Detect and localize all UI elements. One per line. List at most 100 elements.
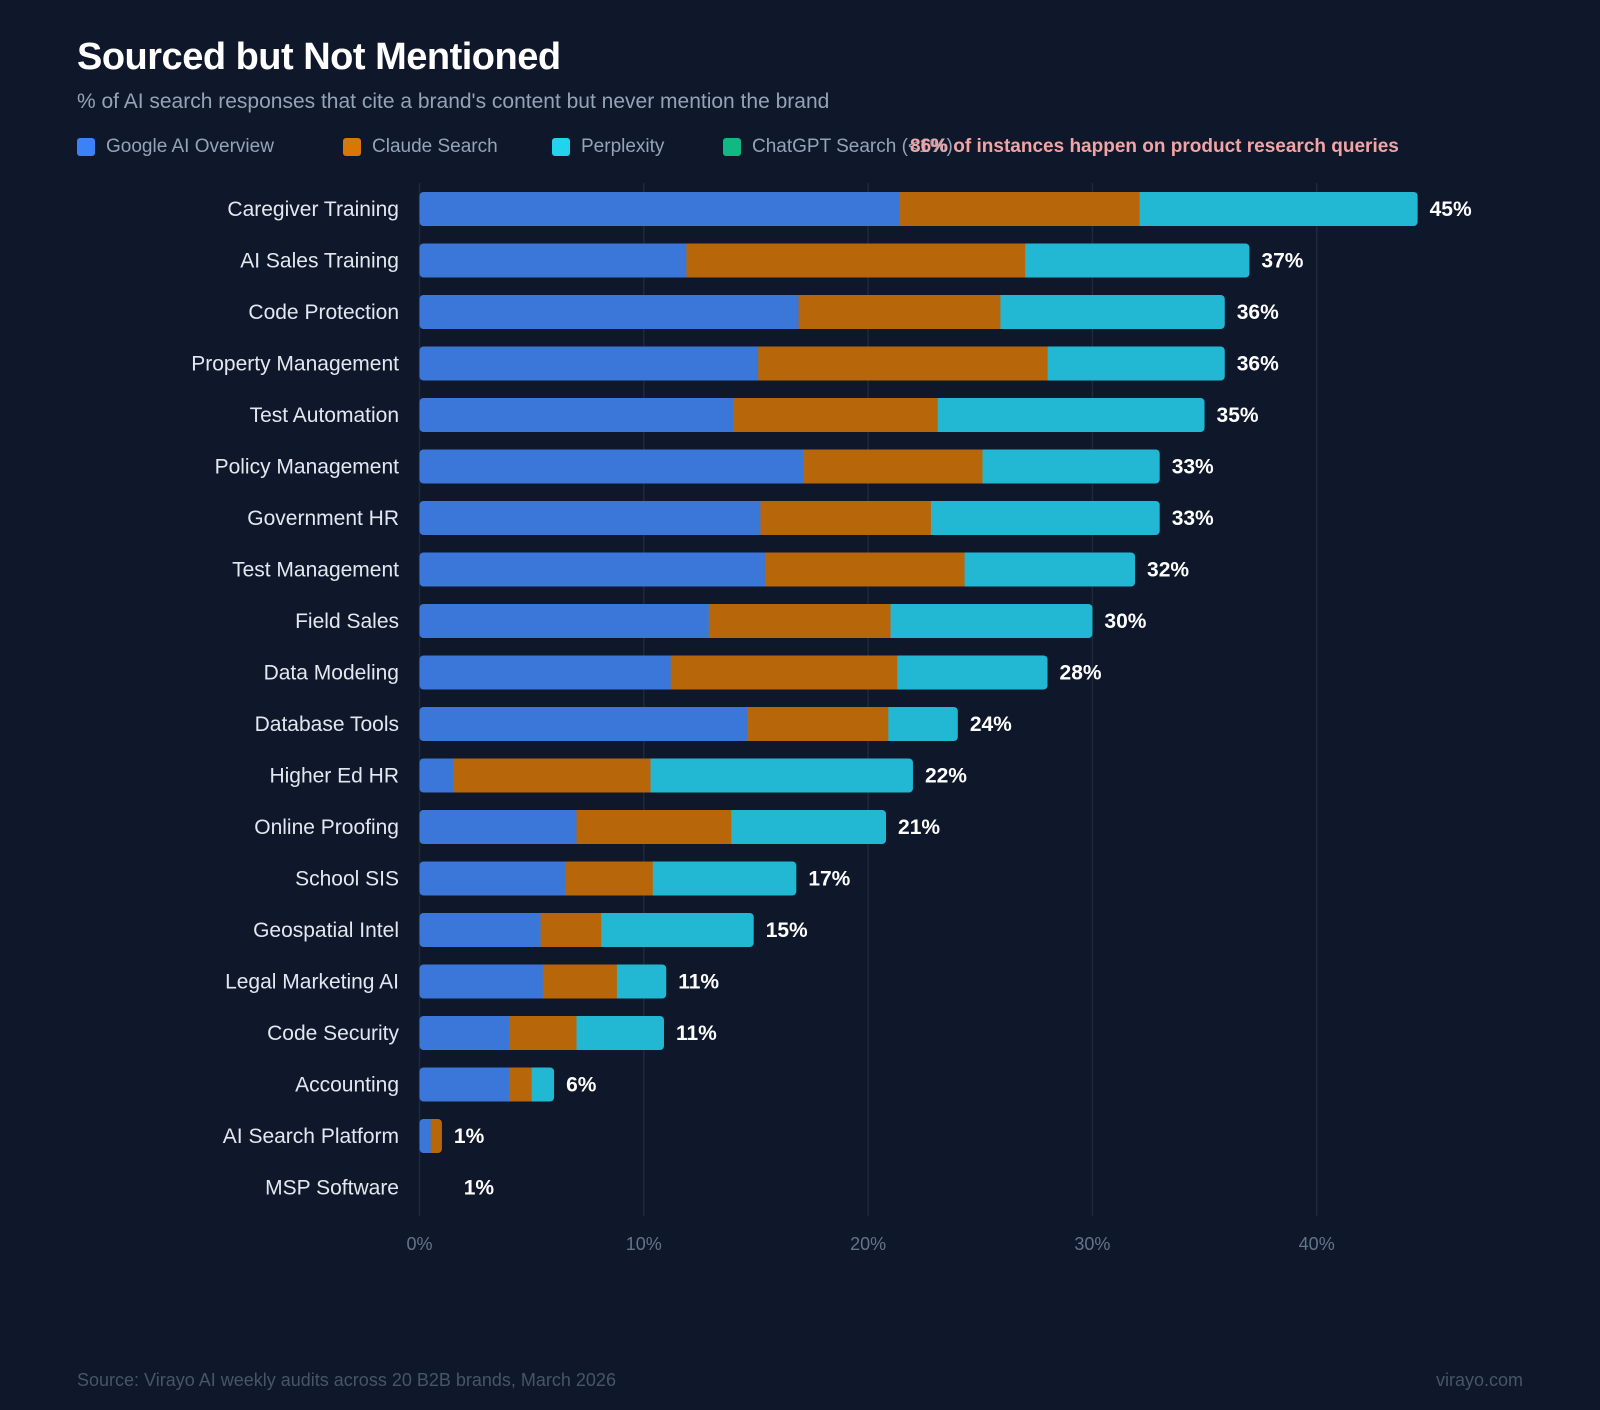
- bar-segment-claude: [758, 346, 1048, 381]
- x-tick-label: 10%: [626, 1234, 662, 1254]
- category-label: Legal Marketing AI: [225, 971, 399, 994]
- bar-segment-google: [419, 810, 577, 844]
- x-tick-label: 20%: [850, 1234, 886, 1254]
- bar-segment-google: [419, 604, 710, 638]
- bar-segment-perplexity: [888, 707, 958, 741]
- legend-swatch: [723, 138, 741, 156]
- bar-segment-claude: [565, 861, 654, 896]
- total-label: 1%: [454, 1125, 485, 1148]
- category-label: Accounting: [295, 1074, 399, 1097]
- category-label: AI Search Platform: [223, 1125, 399, 1148]
- bar-segment-claude: [453, 758, 651, 793]
- bar-segment-claude: [746, 707, 889, 741]
- legend-label: ChatGPT Search (<1%): [752, 136, 953, 157]
- bar-segment-google: [419, 501, 761, 535]
- bar-segment-perplexity: [1000, 295, 1225, 329]
- bar-segment-perplexity: [897, 655, 1048, 690]
- bar-segment-google: [419, 1016, 510, 1050]
- bar-segment-google: [419, 964, 544, 999]
- bar-segment-google: [419, 861, 566, 896]
- total-label: 21%: [898, 816, 940, 839]
- bar-segment-claude: [540, 913, 602, 947]
- bar-segment-google: [419, 1119, 432, 1153]
- total-label: 22%: [925, 765, 967, 788]
- x-tick-label: 0%: [406, 1234, 432, 1254]
- total-label: 35%: [1217, 404, 1259, 427]
- total-label: 36%: [1237, 301, 1279, 324]
- bar-segment-perplexity: [731, 810, 887, 844]
- legend-item-claude: Claude Search: [343, 136, 498, 158]
- bar-segment-claude: [430, 1119, 442, 1153]
- category-label: Test Automation: [250, 404, 399, 427]
- category-label: Data Modeling: [264, 662, 399, 685]
- category-label: Policy Management: [215, 456, 400, 479]
- legend-item-google: Google AI Overview: [77, 136, 274, 158]
- legend-label: Google AI Overview: [106, 136, 274, 157]
- bar-segment-google: [419, 1067, 510, 1102]
- bar-segment-google: [419, 243, 687, 278]
- bar-segment-claude: [803, 449, 983, 484]
- category-label: Caregiver Training: [227, 198, 399, 221]
- source-note: Source: Virayo AI weekly audits across 2…: [77, 1370, 616, 1390]
- legend-item-chatgpt: ChatGPT Search (<1%): [723, 136, 953, 158]
- total-label: 28%: [1060, 662, 1102, 685]
- bar-segment-claude: [509, 1067, 532, 1102]
- bar-segment-google: [419, 913, 541, 947]
- bar-segment-google: [419, 449, 804, 484]
- legend-swatch: [343, 138, 361, 156]
- bar-segment-google: [419, 655, 672, 690]
- chart-subtitle: % of AI search responses that cite a bra…: [77, 90, 830, 113]
- bar-segment-perplexity: [964, 552, 1136, 587]
- bar-segment-perplexity: [616, 964, 667, 999]
- total-label: 30%: [1104, 610, 1146, 633]
- bar-segment-perplexity: [890, 604, 1093, 638]
- bar-segment-perplexity: [937, 398, 1205, 432]
- bar-segment-claude: [509, 1016, 577, 1050]
- bar-segment-perplexity: [576, 1016, 664, 1050]
- total-label: 32%: [1147, 559, 1189, 582]
- bar-segment-claude: [708, 604, 891, 638]
- category-label: Code Protection: [248, 301, 399, 324]
- category-label: Geospatial Intel: [253, 919, 399, 942]
- legend-label: Perplexity: [581, 136, 665, 157]
- bar-segment-google: [419, 758, 454, 793]
- bar-segment-claude: [670, 655, 898, 690]
- bar-segment-perplexity: [1025, 243, 1250, 278]
- watermark: virayo.com: [1435, 1370, 1523, 1390]
- category-label: Field Sales: [295, 610, 399, 633]
- bar-segment-perplexity: [930, 501, 1160, 535]
- category-label: MSP Software: [265, 1177, 399, 1200]
- total-label: 33%: [1172, 456, 1214, 479]
- chart-title: Sourced but Not Mentioned: [77, 36, 561, 78]
- legend-item-perplexity: Perplexity: [552, 136, 664, 158]
- total-label: 11%: [678, 971, 719, 994]
- legend-swatch: [77, 138, 95, 156]
- bar-segment-claude: [686, 243, 1026, 278]
- category-label: Online Proofing: [254, 816, 399, 839]
- bar-segment-perplexity: [650, 758, 913, 793]
- bar-segment-perplexity: [1139, 192, 1418, 226]
- total-label: 36%: [1237, 353, 1279, 376]
- bar-segment-claude: [760, 501, 932, 535]
- bar-segment-claude: [542, 964, 618, 999]
- bar-segment-google: [419, 346, 759, 381]
- bar-segment-google: [419, 398, 734, 432]
- category-label: Database Tools: [255, 713, 399, 736]
- category-label: Property Management: [191, 353, 399, 376]
- category-label: Government HR: [247, 507, 399, 530]
- category-label: Test Management: [232, 559, 399, 582]
- bar-segment-perplexity: [652, 861, 797, 896]
- annotation: 86% of instances happen on product resea…: [910, 136, 1399, 157]
- bar-segment-claude: [733, 398, 938, 432]
- bar-segment-perplexity: [1047, 346, 1225, 381]
- bar-segment-claude: [798, 295, 1001, 329]
- bar-segment-claude: [576, 810, 732, 844]
- category-label: Higher Ed HR: [269, 765, 399, 788]
- bar-segment-perplexity: [982, 449, 1160, 484]
- total-label: 37%: [1261, 250, 1303, 273]
- total-label: 45%: [1430, 198, 1472, 221]
- bar-segment-google: [419, 552, 766, 587]
- category-label: School SIS: [295, 868, 399, 891]
- bar-segment-google: [419, 707, 748, 741]
